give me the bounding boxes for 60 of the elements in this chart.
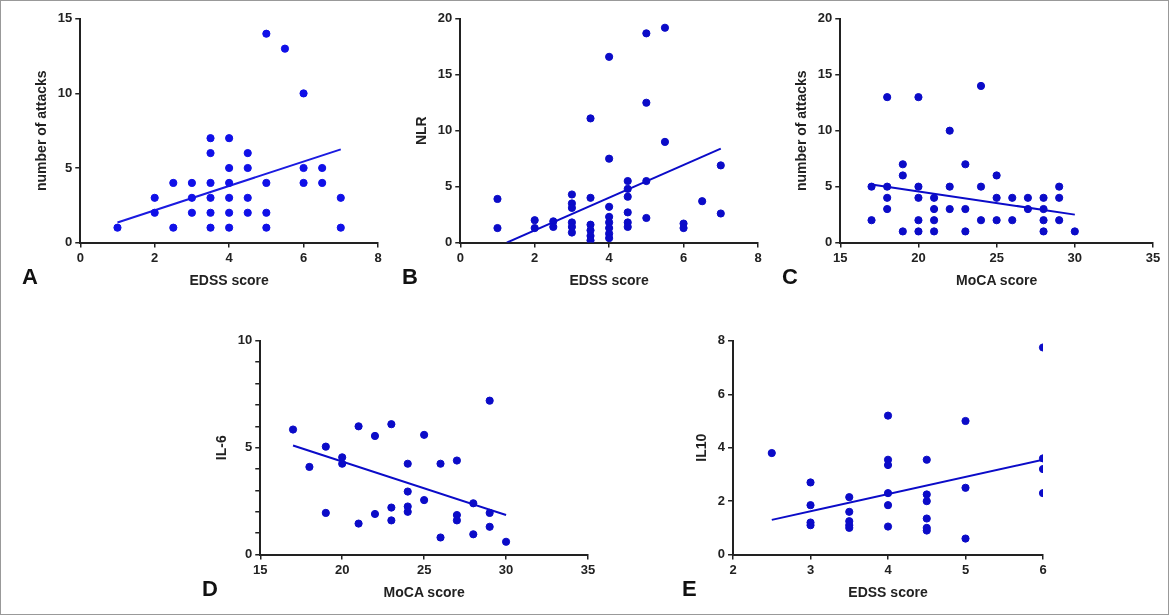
y-tick-label: 5 [245, 439, 253, 455]
y-tick-label: 15 [57, 10, 73, 26]
y-tick-label: 5 [65, 159, 73, 175]
x-tick-label: 35 [1145, 249, 1161, 265]
x-tick-label: 30 [498, 561, 514, 577]
x-tick-label: 2 [729, 561, 737, 577]
x-tick-label: 4 [884, 561, 893, 577]
y-tick-label: 15 [817, 66, 833, 82]
x-axis-title: EDSS score [569, 272, 650, 289]
x-tick-label: 2 [151, 249, 159, 265]
x-axis-title: EDSS score [189, 272, 270, 289]
y-axis-title: NLR [413, 116, 430, 146]
y-axis-title: number of attacks [33, 70, 50, 191]
x-tick-label: 2 [531, 249, 539, 265]
y-tick-label: 15 [437, 66, 453, 82]
x-axis-title: MoCA score [383, 584, 465, 601]
text: D [202, 576, 218, 602]
x-tick-label: 6 [1039, 561, 1047, 577]
x-tick-label: 25 [989, 249, 1004, 265]
y-tick-label: 6 [717, 385, 726, 401]
x-tick-label: 3 [806, 561, 815, 577]
y-tick-label: 4 [717, 439, 726, 455]
x-tick-label: 20 [334, 561, 350, 577]
x-tick-label: 5 [961, 561, 970, 577]
y-axis-title: IL-6 [213, 435, 230, 461]
y-axis-title: number of attacks [793, 70, 810, 191]
x-tick-label: 0 [456, 249, 464, 265]
x-axis-title: MoCA score [956, 272, 1038, 289]
x-tick-label: 0 [76, 249, 84, 265]
text: E [682, 576, 697, 602]
y-tick-label: 0 [445, 234, 453, 250]
y-tick-label: 10 [817, 122, 833, 138]
y-axis-title: IL10 [693, 433, 710, 462]
y-tick-label: 2 [717, 492, 726, 508]
y-tick-label: 0 [717, 546, 726, 562]
x-tick-label: 6 [679, 249, 688, 265]
x-tick-label: 8 [374, 249, 382, 265]
y-tick-label: 10 [57, 84, 73, 100]
x-tick-label: 25 [416, 561, 432, 577]
y-tick-label: 5 [445, 178, 453, 194]
y-tick-label: 20 [817, 10, 833, 26]
x-tick-label: 4 [605, 249, 614, 265]
text: C [782, 264, 798, 290]
x-axis-title: EDSS score [848, 584, 928, 601]
x-tick-label: 35 [580, 561, 596, 577]
x-tick-label: 8 [754, 249, 762, 265]
y-tick-label: 10 [237, 332, 253, 348]
x-tick-label: 6 [299, 249, 308, 265]
y-tick-label: 0 [825, 234, 833, 250]
y-tick-label: 10 [437, 122, 453, 138]
y-tick-label: 20 [437, 10, 453, 26]
x-tick-label: 30 [1067, 249, 1083, 265]
y-tick-label: 8 [717, 332, 726, 348]
y-tick-label: 0 [65, 234, 73, 250]
x-tick-label: 4 [225, 249, 234, 265]
text: B [402, 264, 418, 290]
y-tick-label: 0 [245, 546, 253, 562]
x-tick-label: 20 [911, 249, 926, 265]
y-tick-label: 5 [825, 178, 833, 194]
text: A [22, 264, 38, 290]
